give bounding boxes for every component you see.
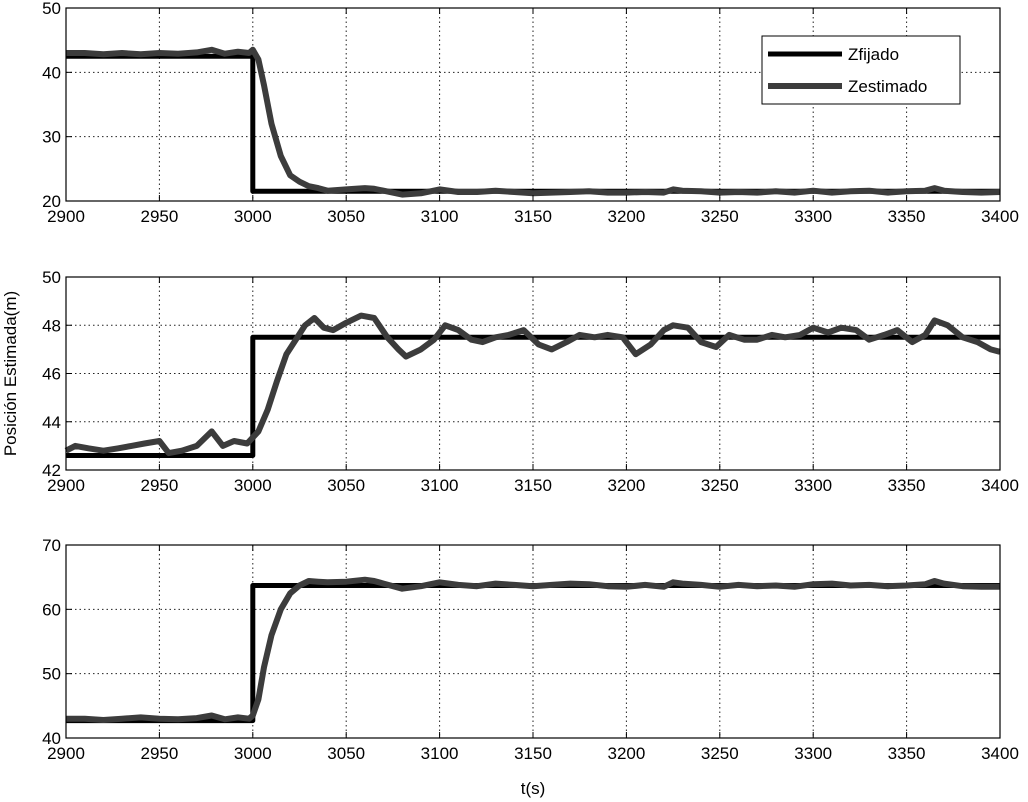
x-tick-label: 3350 [888, 476, 926, 495]
x-tick-label: 3400 [981, 744, 1019, 763]
x-tick-label: 3300 [794, 207, 832, 226]
x-tick-label: 2950 [140, 207, 178, 226]
series-zestimado [66, 46, 1001, 198]
x-tick-label: 3400 [981, 207, 1019, 226]
x-tick-label: 3250 [701, 476, 739, 495]
x-tick-label: 3200 [607, 207, 645, 226]
x-tick-label: 3300 [794, 744, 832, 763]
x-tick-label: 3000 [234, 744, 272, 763]
x-tick-label: 3250 [701, 744, 739, 763]
x-tick-label: 3350 [888, 207, 926, 226]
x-tick-label: 3050 [327, 476, 365, 495]
x-tick-label: 3150 [514, 744, 552, 763]
subplot-3: 2900 2950 3000 3050 3100 3150 3200 3250 3300 3350… [42, 536, 1019, 798]
y-tick-label: 42 [42, 461, 61, 480]
y-tick-label: 40 [42, 63, 61, 82]
y-tick-label: 50 [42, 268, 61, 287]
series-zestimado [64, 312, 1001, 457]
legend-label-zestimado: Zestimado [848, 77, 927, 96]
x-tick-label: 3300 [794, 476, 832, 495]
y-tick-label: 40 [42, 729, 61, 748]
legend-box [761, 35, 961, 105]
x-tick-label: 3200 [607, 744, 645, 763]
x-tick-label: 3100 [421, 744, 459, 763]
y-tick-label: 70 [42, 536, 61, 555]
y-tick-label: 50 [42, 665, 61, 684]
x-tick-label: 2950 [140, 744, 178, 763]
x-tick-label: 3050 [327, 207, 365, 226]
plot-area [66, 545, 1000, 738]
x-tick-label: 2900 [47, 744, 85, 763]
y-tick-label: 20 [42, 192, 61, 211]
x-tick-label: 3350 [888, 744, 926, 763]
x-tick-label: 3200 [607, 476, 645, 495]
subplot-1: 2900 2950 3000 3050 3100 3150 3200 3250 3300 3350… [42, 0, 1019, 226]
x-tick-label: 3000 [234, 207, 272, 226]
y-tick-label: 44 [42, 413, 61, 432]
subplot-2: 2900 2950 3000 3050 3100 3150 3200 3250 3300 3350… [1, 268, 1019, 495]
y-axis-label: Posición Estimada(m) [1, 291, 20, 456]
series-zestimado [66, 576, 1000, 723]
y-tick-label: 46 [42, 365, 61, 384]
x-tick-label: 3100 [421, 476, 459, 495]
x-tick-label: 2900 [47, 207, 85, 226]
y-tick-label: 50 [42, 0, 61, 18]
x-tick-label: 2900 [47, 476, 85, 495]
x-tick-label: 3250 [701, 207, 739, 226]
x-tick-label: 3100 [421, 207, 459, 226]
y-tick-label: 30 [42, 128, 61, 147]
x-tick-label: 3400 [981, 476, 1019, 495]
x-axis-label: t(s) [521, 779, 546, 798]
y-tick-label: 60 [42, 600, 61, 619]
x-tick-label: 3000 [234, 476, 272, 495]
legend-label-zfijado: Zfijado [848, 45, 899, 64]
x-tick-label: 3150 [514, 476, 552, 495]
y-tick-label: 48 [42, 316, 61, 335]
x-tick-label: 3050 [327, 744, 365, 763]
legend: Zfijado Zestimado [761, 35, 961, 105]
x-tick-label: 2950 [140, 476, 178, 495]
x-tick-label: 3150 [514, 207, 552, 226]
